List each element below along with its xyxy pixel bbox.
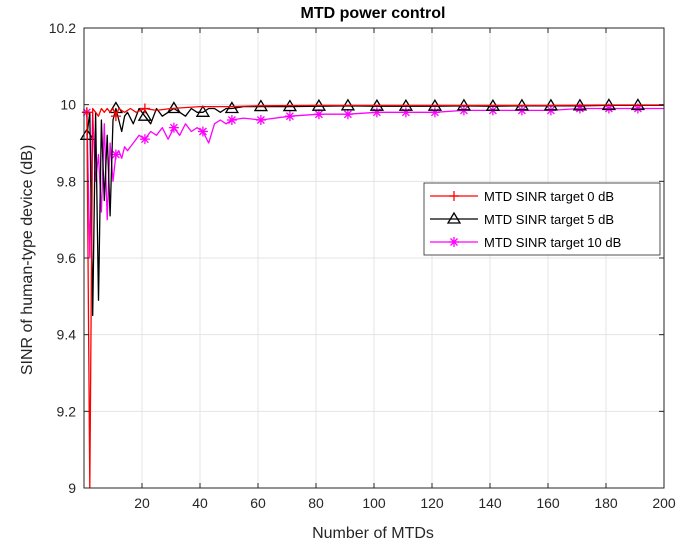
- x-tick-label: 60: [250, 495, 266, 511]
- legend-entry-label: MTD SINR target 5 dB: [484, 212, 614, 227]
- x-tick-label: 100: [362, 495, 386, 511]
- data-point-marker: [226, 115, 237, 125]
- series-line-1: [86, 104, 664, 317]
- legend: MTD SINR target 0 dB MTD SINR target 5 dB…: [423, 182, 661, 256]
- data-point-marker: [224, 101, 240, 114]
- data-point-marker: [429, 107, 440, 118]
- data-point-marker: [400, 107, 411, 118]
- chart-title: MTD power control: [301, 5, 446, 22]
- x-tick-label: 120: [420, 495, 444, 511]
- legend-marker: [449, 237, 459, 247]
- data-point-marker: [255, 115, 266, 125]
- data-point-marker: [139, 103, 150, 114]
- data-point-marker: [197, 126, 208, 137]
- x-tick-label: 20: [134, 495, 150, 511]
- data-point-marker: [195, 105, 211, 117]
- y-tick-label: 9.2: [57, 403, 77, 419]
- y-tick-label: 9: [68, 480, 76, 496]
- data-point-marker: [313, 109, 324, 120]
- ticks: 20 40 60 80 100 120 140 160 180 200 9 9.2 9.4 9.6 9.8 1…: [49, 20, 676, 511]
- y-tick-label: 9.4: [57, 327, 77, 343]
- x-tick-label: 140: [478, 495, 502, 511]
- y-tick-label: 10: [60, 97, 76, 113]
- data-point-marker: [110, 149, 121, 160]
- legend-entry-label: MTD SINR target 0 dB: [484, 189, 614, 204]
- data-point-marker: [139, 134, 150, 145]
- x-tick-label: 40: [192, 495, 208, 511]
- y-tick-label: 9.6: [57, 250, 77, 266]
- data-point-marker: [137, 108, 153, 121]
- data-point-marker: [371, 107, 382, 118]
- data-point-marker: [110, 111, 121, 122]
- series-layer: [79, 98, 664, 489]
- y-tick-label: 9.8: [57, 173, 77, 189]
- x-axis-label: Number of MTDs: [312, 525, 434, 542]
- legend-marker: [449, 191, 459, 201]
- data-point-marker: [342, 109, 353, 120]
- x-tick-label: 180: [594, 495, 618, 511]
- x-tick-label: 200: [652, 495, 676, 511]
- data-point-marker: [284, 111, 295, 122]
- grid: [84, 27, 665, 489]
- data-point-marker: [168, 122, 179, 133]
- y-tick-label: 10.2: [49, 20, 76, 36]
- legend-entry-label: MTD SINR target 10 dB: [484, 235, 621, 250]
- x-tick-label: 80: [308, 495, 324, 511]
- legend-marker: [446, 211, 462, 224]
- x-tick-label: 160: [536, 495, 560, 511]
- y-axis-label: SINR of human-type device (dB): [19, 145, 36, 375]
- series-line-0: [86, 104, 664, 489]
